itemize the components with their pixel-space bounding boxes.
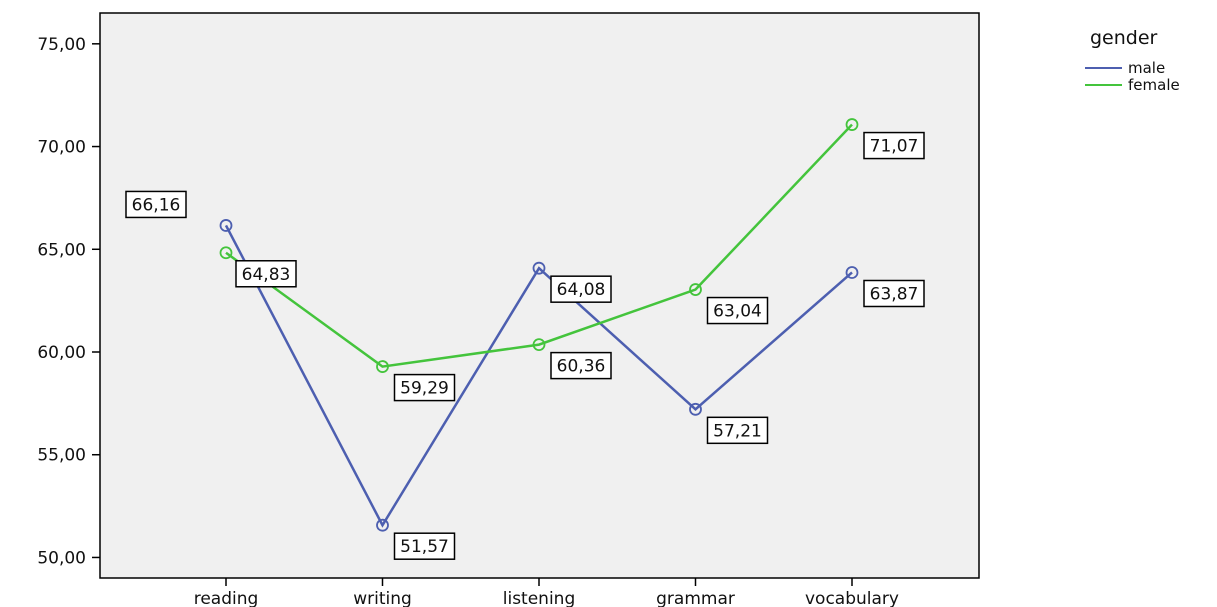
- data-label-text: 51,57: [400, 537, 449, 557]
- legend-title: gender: [1090, 27, 1158, 49]
- y-tick-label: 75,00: [37, 35, 86, 55]
- legend-label-male: male: [1128, 59, 1165, 77]
- data-label-female-writing: 59,29: [393, 373, 456, 402]
- y-tick-label: 60,00: [37, 343, 86, 363]
- data-label-box: [125, 190, 187, 219]
- data-label-text: 59,29: [400, 379, 449, 399]
- y-tick-label: 55,00: [37, 446, 86, 466]
- plot-area: [99, 12, 980, 579]
- data-label-female-listening: 60,36: [550, 351, 612, 380]
- data-label-text: 63,04: [713, 302, 762, 322]
- data-label-text: 63,87: [870, 284, 919, 304]
- data-labels: 66,16 51,57 64,08 57,21 63,87 64,83 59,29 60,36…: [125, 131, 925, 560]
- data-label-text: 64,08: [557, 280, 606, 300]
- data-label-male-reading: 66,16: [125, 190, 187, 219]
- point-female-reading: [219, 246, 233, 260]
- point-male-writing: [376, 518, 389, 532]
- x-axis: reading writing listening grammar vocabulary: [194, 578, 899, 607]
- data-label-box: [706, 296, 769, 325]
- data-label-box: [550, 351, 612, 380]
- series-line-male: [224, 224, 853, 528]
- data-label-text: 57,21: [713, 421, 762, 441]
- point-female-grammar: [689, 283, 702, 296]
- series-line-female: [225, 123, 853, 368]
- data-label-female-grammar: 63,04: [706, 296, 769, 325]
- point-female-vocabulary: [845, 118, 859, 131]
- point-male-listening: [532, 261, 546, 275]
- x-tick-label-reading: reading: [194, 589, 259, 607]
- x-tick-label-grammar: grammar: [656, 589, 735, 607]
- data-label-box: [550, 275, 612, 303]
- point-female-listening: [532, 338, 546, 352]
- point-male-grammar: [689, 402, 702, 416]
- y-axis: 50,00 55,00 60,00 65,00 70,00 75,00: [37, 35, 100, 568]
- y-tick-label: 50,00: [37, 548, 86, 568]
- point-male-reading: [219, 219, 233, 232]
- data-label-text: 66,16: [132, 195, 181, 215]
- data-label-text: 60,36: [557, 357, 606, 377]
- series-layer: [219, 118, 859, 532]
- data-label-text: 64,83: [242, 265, 291, 285]
- data-label-box: [393, 532, 456, 560]
- data-label-female-vocabulary: 71,07: [863, 131, 925, 160]
- data-label-box: [863, 279, 925, 308]
- legend: gender male female: [1085, 27, 1180, 94]
- data-label-male-listening: 64,08: [550, 275, 612, 303]
- data-label-box: [235, 260, 297, 288]
- point-female-writing: [376, 360, 389, 373]
- y-tick-label: 70,00: [37, 138, 86, 158]
- x-tick-label-vocabulary: vocabulary: [805, 589, 899, 607]
- data-label-male-writing: 51,57: [393, 532, 456, 560]
- data-label-male-grammar: 57,21: [706, 416, 769, 445]
- data-label-text: 71,07: [870, 137, 919, 157]
- data-label-female-reading: 64,83: [235, 260, 297, 288]
- x-tick-label-writing: writing: [353, 589, 412, 607]
- data-label-box: [706, 416, 769, 445]
- data-label-box: [863, 131, 925, 160]
- data-label-box: [393, 373, 456, 402]
- point-male-vocabulary: [845, 266, 859, 279]
- legend-label-female: female: [1128, 76, 1180, 94]
- data-label-male-vocabulary: 63,87: [863, 279, 925, 308]
- y-tick-label: 65,00: [37, 240, 86, 260]
- x-tick-label-listening: listening: [503, 589, 576, 607]
